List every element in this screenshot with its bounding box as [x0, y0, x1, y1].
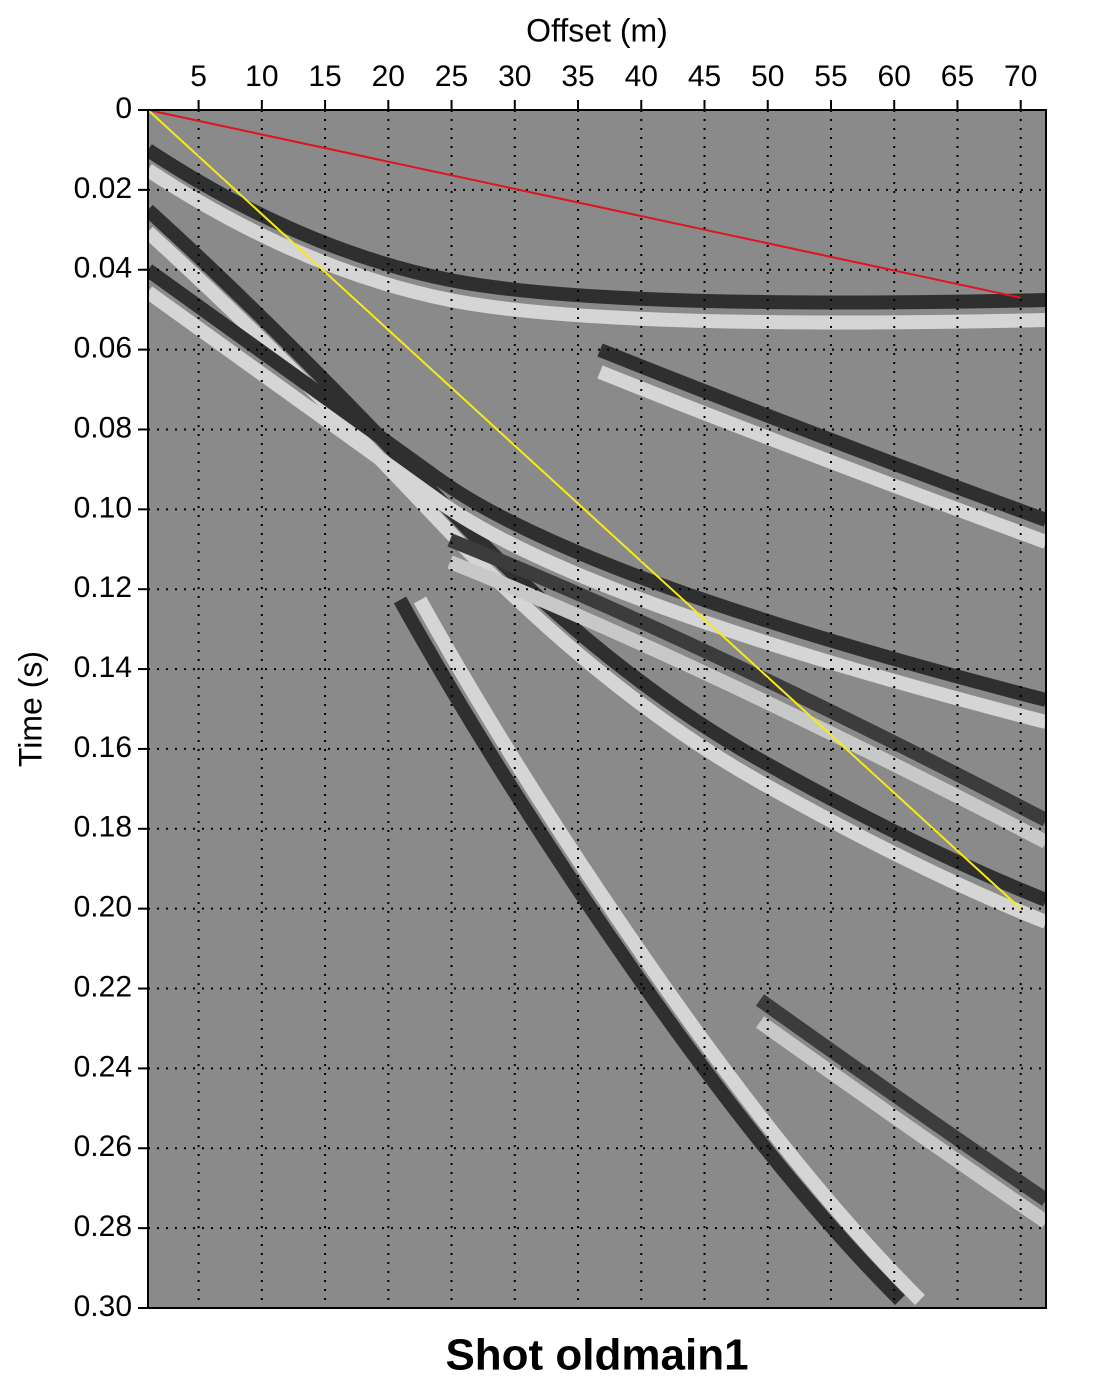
x-axis-label: Offset (m) [526, 12, 668, 48]
y-tick-label: 0.20 [74, 891, 132, 924]
x-tick-label: 35 [561, 60, 594, 93]
y-tick-label: 0.18 [74, 811, 132, 844]
x-tick-label: 20 [372, 60, 405, 93]
x-tick-label: 25 [435, 60, 468, 93]
line [147, 109, 1022, 910]
x-tick-label: 30 [498, 60, 531, 93]
seismic-texture [148, 144, 1046, 1305]
lines [147, 109, 1022, 910]
y-tick-label: 0.02 [74, 172, 132, 205]
x-tick-label: 5 [190, 60, 207, 93]
y-tick-label: 0.04 [74, 252, 132, 285]
x-tick-label: 15 [308, 60, 341, 93]
y-tick-label: 0.12 [74, 571, 132, 604]
y-tick-label: 0 [115, 92, 132, 125]
x-tick-label: 60 [878, 60, 911, 93]
x-tick-label: 10 [245, 60, 278, 93]
y-tick-label: 0.30 [74, 1290, 132, 1323]
y-tick-label: 0.24 [74, 1050, 132, 1083]
y-tick-label: 0.14 [74, 651, 132, 684]
y-tick-label: 0.08 [74, 411, 132, 444]
x-tick-label: 65 [941, 60, 974, 93]
line [147, 109, 1021, 299]
y-tick-label: 0.22 [74, 970, 132, 1003]
y-tick-label: 0.26 [74, 1130, 132, 1163]
y-tick-label: 0.16 [74, 731, 132, 764]
y-tick-label: 0.10 [74, 491, 132, 524]
x-tick-label: 70 [1004, 60, 1037, 93]
y-tick-label: 0.06 [74, 332, 132, 365]
x-tick-label: 55 [814, 60, 847, 93]
chart-title: Shot oldmain1 [445, 1331, 748, 1380]
x-tick-label: 40 [625, 60, 658, 93]
plot-frame [147, 109, 1047, 1309]
y-tick-label: 0.28 [74, 1210, 132, 1243]
x-tick-label: 50 [751, 60, 784, 93]
y-axis-label: Time (s) [12, 651, 48, 767]
x-tick-label: 45 [688, 60, 721, 93]
